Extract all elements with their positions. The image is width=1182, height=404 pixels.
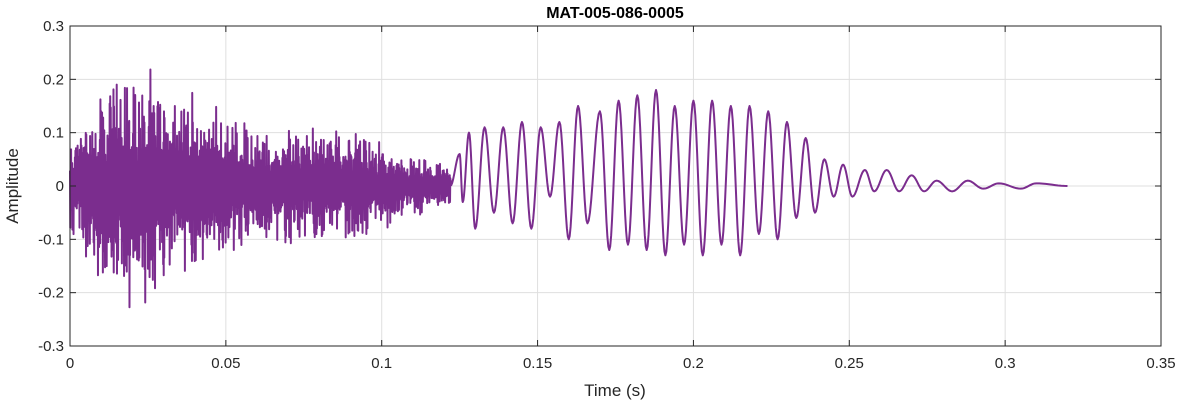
- waveform-line: [69, 68, 1068, 309]
- x-axis-label: Time (s): [584, 381, 646, 400]
- x-tick-label: 0.2: [683, 355, 704, 372]
- x-tick-label: 0.25: [835, 355, 864, 372]
- x-tick-label: 0.35: [1146, 355, 1175, 372]
- x-tick-label: 0.3: [995, 355, 1016, 372]
- y-axis-label: Amplitude: [3, 148, 22, 224]
- y-tick-label: 0.3: [43, 18, 64, 35]
- y-tick-label: 0: [56, 178, 64, 195]
- x-tick-label: 0: [66, 355, 74, 372]
- y-tick-label: 0.2: [43, 71, 64, 88]
- y-tick-label: -0.3: [38, 338, 64, 355]
- waveform-series: [69, 68, 1068, 309]
- chart-title: MAT-005-086-0005: [546, 5, 684, 22]
- y-tick-label: -0.1: [38, 231, 64, 248]
- x-tick-label: 0.15: [523, 355, 552, 372]
- y-tick-label: -0.2: [38, 285, 64, 302]
- x-axis-ticks: 0 0.05 0.1 0.15 0.2 0.25 0.3 0.35: [66, 26, 1176, 372]
- y-axis-ticks: -0.3 -0.2 -0.1 0 0.1 0.2 0.3: [38, 18, 1161, 355]
- x-tick-label: 0.05: [211, 355, 240, 372]
- x-tick-label: 0.1: [371, 355, 392, 372]
- y-tick-label: 0.1: [43, 125, 64, 142]
